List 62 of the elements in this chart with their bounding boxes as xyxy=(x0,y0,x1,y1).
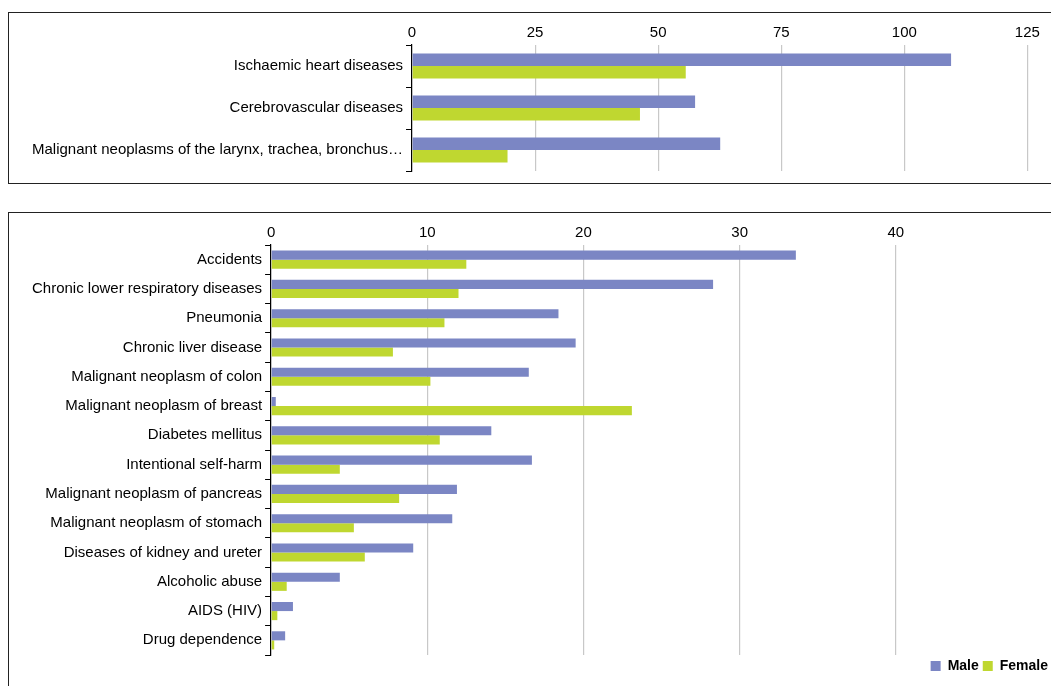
bar xyxy=(271,367,529,377)
bar xyxy=(412,95,696,108)
y-tick-label: Drug dependence xyxy=(142,630,263,648)
bar xyxy=(271,406,632,416)
bar xyxy=(271,396,276,407)
bar xyxy=(271,631,286,641)
bar xyxy=(271,552,365,562)
bar xyxy=(412,53,952,66)
y-tick-label: Pneumonia xyxy=(186,308,263,326)
x-tick-label: 0 xyxy=(407,23,417,41)
x-tick-label: 125 xyxy=(1014,23,1040,41)
y-tick-label: Diseases of kidney and ureter xyxy=(63,542,263,560)
y-tick-label: Ischaemic heart diseases xyxy=(233,56,404,74)
bar xyxy=(412,108,640,121)
bar xyxy=(271,288,459,299)
bar xyxy=(271,523,354,533)
y-tick-label: Malignant neoplasm of colon xyxy=(71,366,263,384)
y-tick-label: Malignant neoplasms of the larynx, trachea, bronchus… xyxy=(32,140,404,158)
y-tick-label: Alcoholic abuse xyxy=(157,571,263,589)
y-tick-label: Diabetes mellitus xyxy=(147,425,263,443)
x-tick-label: 100 xyxy=(891,23,917,41)
x-tick-label: 10 xyxy=(418,223,436,241)
bar xyxy=(271,318,445,328)
bar xyxy=(412,66,686,79)
y-tick-label: AIDS (HIV) xyxy=(187,601,263,619)
bar xyxy=(271,601,293,612)
y-tick-label: Malignant neoplasm of pancreas xyxy=(45,484,263,502)
y-tick-label: Accidents xyxy=(197,249,263,267)
bar xyxy=(271,338,576,348)
x-tick-label: 75 xyxy=(772,23,790,41)
x-tick-label: 50 xyxy=(649,23,667,41)
bar xyxy=(412,150,508,163)
y-tick-label: Intentional self-harm xyxy=(126,454,263,472)
x-tick-label: 0 xyxy=(266,223,276,241)
legend-label: Female xyxy=(999,656,1049,673)
bar xyxy=(271,376,431,386)
x-tick-label: 40 xyxy=(887,223,905,241)
bar xyxy=(412,137,721,150)
bar xyxy=(271,484,457,494)
bar xyxy=(271,250,796,260)
bar xyxy=(271,514,453,524)
x-tick-label: 25 xyxy=(526,23,544,41)
y-tick-label: Malignant neoplasm of breast xyxy=(65,396,263,414)
y-tick-label: Malignant neoplasm of stomach xyxy=(50,513,263,531)
bar xyxy=(271,259,467,269)
bar xyxy=(271,309,559,319)
bar xyxy=(271,279,714,289)
bar xyxy=(271,464,340,474)
bar xyxy=(271,347,393,357)
legend-label: Male xyxy=(947,656,979,673)
y-tick-label: Chronic liver disease xyxy=(122,337,263,355)
bar xyxy=(271,543,414,553)
y-tick-label: Chronic lower respiratory diseases xyxy=(32,279,263,297)
bar xyxy=(271,426,492,436)
x-tick-label: 20 xyxy=(575,223,592,241)
bar xyxy=(271,435,440,445)
x-tick-label: 30 xyxy=(731,223,748,241)
y-tick-label: Cerebrovascular diseases xyxy=(229,98,404,116)
bar xyxy=(271,493,400,504)
bar xyxy=(271,581,287,591)
bar xyxy=(271,572,340,582)
bar xyxy=(271,455,532,465)
